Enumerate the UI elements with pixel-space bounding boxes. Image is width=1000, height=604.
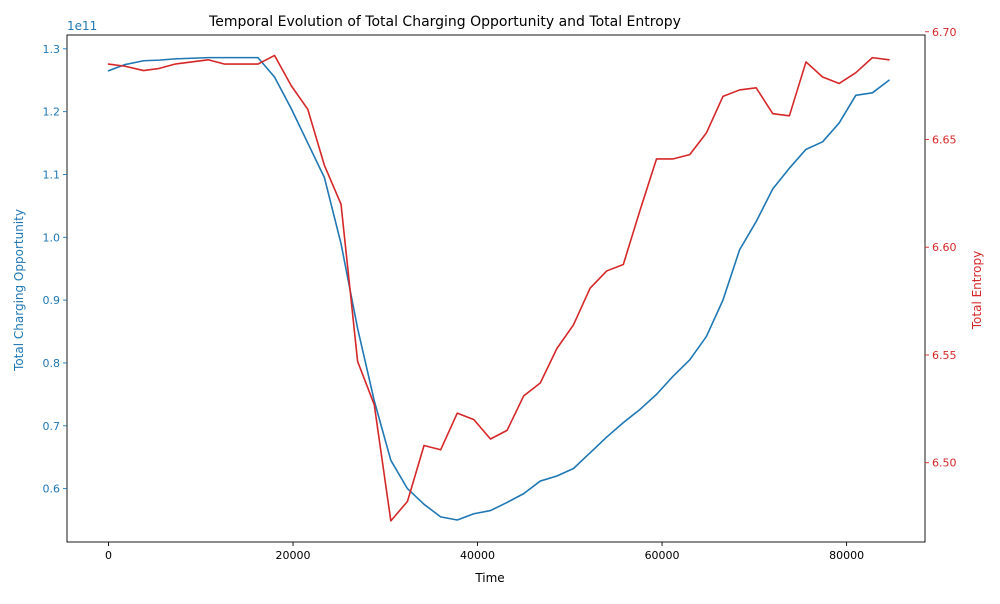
y-left-tick-label: 1.1 xyxy=(43,168,61,181)
y-left-tick-label: 0.7 xyxy=(43,420,61,433)
y-right-tick-label: 6.70 xyxy=(932,26,957,39)
chart-title: Temporal Evolution of Total Charging Opp… xyxy=(208,14,681,30)
y-right-tick-label: 6.65 xyxy=(932,134,957,147)
y-left-axis-label: Total Charging Opportunity xyxy=(12,209,26,372)
x-tick-label: 20000 xyxy=(276,549,311,562)
x-tick-label: 60000 xyxy=(645,549,680,562)
plot-frame xyxy=(66,34,926,543)
x-axis: 0 20000 40000 60000 80000 xyxy=(105,542,864,562)
y-right-tick-label: 6.60 xyxy=(932,241,957,254)
y-left-tick-label: 0.9 xyxy=(43,294,61,307)
y-left-tick-label: 1.3 xyxy=(43,43,61,56)
x-tick-label: 0 xyxy=(105,549,112,562)
x-axis-label: Time xyxy=(474,571,504,585)
y-right-axis-label: Total Entropy xyxy=(970,251,984,330)
y-left-tick-label: 0.8 xyxy=(43,357,61,370)
x-tick-label: 80000 xyxy=(829,549,864,562)
y-left-tick-label: 1.0 xyxy=(43,231,61,244)
entropy-line xyxy=(107,54,890,522)
y-left-offset-text: 1e11 xyxy=(67,19,97,33)
charging-opportunity-line xyxy=(107,56,890,521)
y-right-tick-label: 6.55 xyxy=(932,349,957,362)
y-left-tick-label: 1.2 xyxy=(43,106,61,119)
x-tick-label: 40000 xyxy=(460,549,495,562)
y-left-axis: 0.6 0.7 0.8 0.9 1.0 1.1 1.2 1.3 xyxy=(43,43,67,496)
y-right-axis: 6.50 6.55 6.60 6.65 6.70 xyxy=(925,26,957,470)
y-left-tick-label: 0.6 xyxy=(43,483,61,496)
plot-lines xyxy=(107,54,890,522)
y-right-tick-label: 6.50 xyxy=(932,457,957,470)
